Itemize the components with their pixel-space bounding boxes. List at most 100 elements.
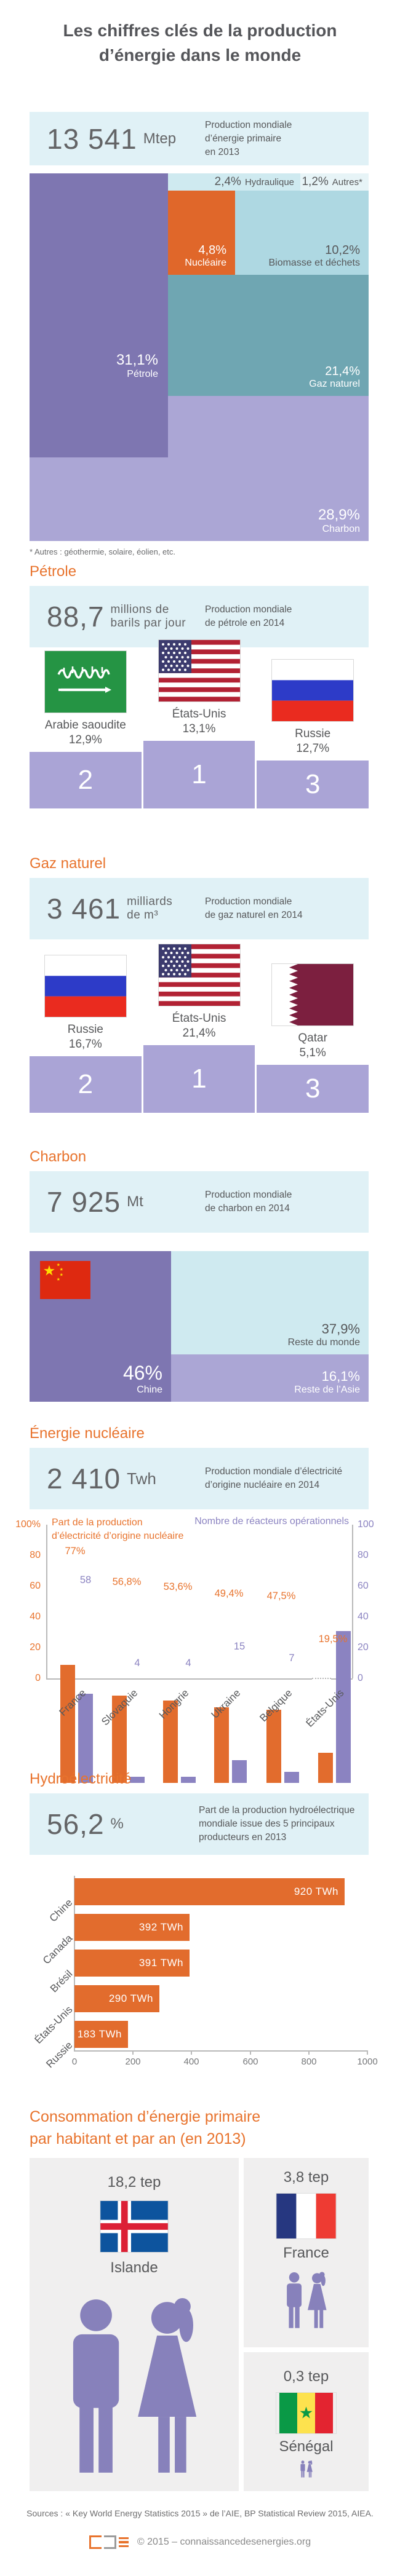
statbox-energie-primaire: 13 541 Mtep Production mondiale d’énergi… [30,112,369,165]
treemap-label-chine: 46% Chine [123,1362,162,1396]
bar-share-france [60,1665,75,1783]
treemap-block-gaz: 21,4% Gaz naturel [168,275,369,396]
treemap-name: Autres* [332,176,362,188]
bar-reactors-france [78,1694,93,1783]
y-tick-label: 100 [358,1519,374,1530]
ranking-country: États-Unis [172,708,226,721]
bar-etats-unis: 290 TWh [74,1985,159,2012]
treemap-pct: 31,1% [116,352,158,369]
stat-desc-line: producteurs en 2013 [199,1832,287,1843]
treemap-block-chine: 46% Chine [30,1251,171,1402]
iceland-flag-icon [30,2200,239,2253]
section-heading-hydro: Hydroélectricité [30,1771,132,1787]
stat-desc: Production mondiale d’électricité d’orig… [191,1465,369,1492]
conso-country: Islande [110,2259,158,2276]
bar-reactors-hongrie [181,1777,196,1783]
treemap-energie-primaire: 31,1% Pétrole 2,4% Hydraulique 1,2% Autr… [30,173,369,541]
ranking-country: Russie [67,1023,103,1036]
ranking-country: Qatar [298,1032,327,1045]
treemap-pct: 2,4% [214,175,241,188]
bar-value-label: 920 TWh [294,1886,338,1897]
legend-line: d’électricité d’origine nucléaire [52,1531,184,1541]
stat-desc-line: mondiale issue des 5 principaux [199,1819,335,1829]
bar-value-label: 58 [79,1574,92,1586]
sources-text: Sources : « Key World Energy Statistics … [26,2508,374,2518]
podium-bar-3: 3 [257,761,369,808]
ranking-share: 21,4% [182,1027,216,1040]
podium-rank: 1 [191,1064,207,1094]
page-title-line2: d’énergie dans le monde [98,45,302,65]
treemap-name: Nucléaire [185,257,226,268]
bar-value-label: 19,5% [318,1634,348,1645]
treemap-block-hydraulique: 2,4% Hydraulique [168,173,300,191]
podium-rank: 2 [78,1069,94,1099]
treemap-block-reste-asie: 16,1% Reste de l’Asie [171,1354,369,1402]
bar-value-label: 392 TWh [138,1921,183,1933]
treemap-label-reste-du-monde: 37,9% Reste du monde [288,1321,360,1348]
bar-value-label: 53,6% [163,1581,193,1592]
logo-e-bars [118,2537,129,2548]
treemap-footnote: * Autres : géothermie, solaire, éolien, … [30,547,176,556]
ranking-share: 13,1% [182,722,216,735]
x-tick [250,2050,251,2055]
y-tick-label: 40 [358,1611,369,1622]
conso-value: 3,8 tep [283,2169,329,2186]
logo-c-bracket [89,2535,102,2549]
stat-value: 13 541 [47,122,137,155]
treemap-label-autres: 1,2% Autres* [302,173,362,191]
usa-flag-icon [158,944,241,1006]
y-axis-right [352,1525,353,1678]
stat-desc-line: d’énergie primaire [205,133,282,144]
qatar-flag-icon [271,963,354,1026]
stat-value-wrap: 7 925 Mt [30,1185,191,1219]
conso-country: France [283,2245,329,2261]
treemap-pct: 21,4% [325,364,360,378]
stat-unit-line: milliards [127,895,173,908]
statbox-nucleaire: 2 410 Twh Production mondiale d’électric… [30,1448,369,1509]
stat-value: 56,2 [47,1808,105,1840]
stat-unit: Mt [127,1193,143,1210]
x-tick-label: 200 [125,2056,141,2067]
chart-legend-left: Part de la production d’électricité d’or… [52,1516,183,1543]
conso-box-senegal: 0,3 tep Sénégal [244,2352,369,2491]
treemap-pct: 1,2% [302,175,329,188]
ranking-petrole: Arabie saoudite 12,9% 2 États-Unis 13,1%… [30,633,369,808]
ranking-share: 12,7% [296,742,330,755]
y-tick-label: 40 [30,1611,41,1622]
chart-legend-right: Nombre de réacteurs opérationnels [194,1516,349,1527]
x-axis [74,2050,367,2052]
stat-unit-line: barils par jour [110,617,186,630]
saudi-arabia-flag-icon [44,650,127,713]
conso-box-france: 3,8 tep France [244,2158,369,2347]
stat-desc: Production mondiale de gaz naturel en 20… [191,895,369,922]
couple-icon-medium [244,2272,369,2332]
stat-desc: Production mondiale de pétrole en 2014 [191,603,369,630]
stat-desc-line: Production mondiale [205,119,292,130]
treemap-name: Reste du monde [287,1337,360,1348]
page-title: Les chiffres clés de la production d’éne… [0,18,400,68]
conso-value: 0,3 tep [283,2368,329,2385]
treemap-block-charbon-upper [168,396,369,457]
stat-desc: Production mondiale d’énergie primaire e… [191,119,369,159]
stat-desc-line: de gaz naturel en 2014 [205,910,303,920]
stat-unit: milliards de m³ [127,895,172,922]
russia-flag-icon [271,659,354,722]
statbox-gaz: 3 461 milliards de m³ Production mondial… [30,878,369,939]
y-axis-left [46,1525,47,1678]
treemap-charbon: 46% Chine 37,9% Reste du monde 16,1% Res… [30,1251,369,1402]
stat-desc-line: de charbon en 2014 [205,1203,290,1214]
bar-reactors-ukraine [232,1760,247,1783]
podium-rank: 3 [305,1073,321,1104]
ranking-col-etats-unis: États-Unis 21,4% 1 [143,944,255,1113]
bar-value-label: 391 TWh [138,1957,183,1969]
section-heading-gaz: Gaz naturel [30,855,106,872]
treemap-name: Pétrole [127,368,158,379]
bar-russie: 183 TWh [74,2021,128,2048]
x-tick [132,2050,134,2055]
ranking-gaz: Russie 16,7% 2 États-Unis 21,4% 1 Qatar … [30,938,369,1113]
ranking-col-arabie-saoudite: Arabie saoudite 12,9% 2 [30,650,142,808]
stat-value-wrap: 2 410 Twh [30,1462,191,1495]
section-heading-charbon: Charbon [30,1148,87,1165]
bar-share-belgique [266,1710,281,1783]
ranking-col-etats-unis: États-Unis 13,1% 1 [143,639,255,808]
